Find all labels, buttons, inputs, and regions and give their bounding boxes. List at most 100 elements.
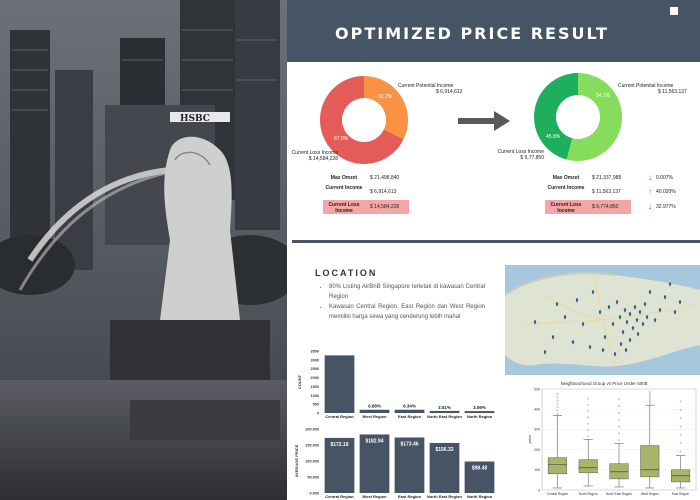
map-pin-icon [598, 309, 602, 316]
before-pct-potential: 32.2% [378, 94, 393, 100]
box-outlier [679, 433, 682, 436]
box-outlier [679, 417, 682, 420]
bar-data-label: 3.06% [473, 405, 486, 410]
donut-slice [320, 76, 404, 164]
bar [359, 434, 390, 493]
box-outlier [618, 398, 620, 401]
box-outlier [587, 435, 590, 438]
donut-slice [566, 73, 622, 161]
map-pin-icon [636, 331, 640, 338]
after-donut-chart: 54.2% 45.8% [534, 73, 622, 161]
after-potential-label-text: Current Potential Income [618, 83, 674, 89]
box-outlier [556, 406, 559, 408]
after-row-name: Max Omzet [552, 175, 580, 181]
merlion-photo: HSBC [0, 0, 287, 500]
after-pct-potential: 54.2% [596, 93, 611, 99]
before-loss-value: $ 14,584,228 [308, 156, 338, 162]
map-pin-icon [563, 314, 567, 321]
map-pin-icon [628, 337, 632, 344]
up-arrow-icon: ↑ [648, 187, 652, 196]
before-row-value: $ 14,584,228 [370, 204, 400, 210]
x-tick-label: Central Region [325, 414, 354, 419]
y-tick-label: 100 [534, 468, 540, 472]
map-pin-icon [588, 344, 592, 351]
map-pin-icon [533, 319, 537, 326]
map-pin-icon [543, 349, 547, 356]
box-outlier [618, 439, 620, 441]
y-tick-label: 200 [534, 448, 540, 452]
after-row-value: $ 21,337,988 [592, 175, 622, 181]
bar-data-label: 6.34% [403, 404, 416, 409]
map-pin-icon [611, 321, 615, 328]
down-arrow-icon: ↓ [648, 202, 652, 211]
section-divider [292, 240, 700, 243]
map-pin-icon [581, 321, 585, 328]
bar-chart-ylabel: AVERAGE PRICE [294, 444, 299, 477]
before-loss-label: Current Loss Income $ 14,584,228 [286, 150, 338, 162]
box-outlier [648, 391, 651, 393]
after-row-change: 32.977% [656, 204, 676, 210]
bar-data-label: 6.88% [368, 404, 381, 409]
x-tick-label: North Region [467, 494, 493, 499]
price-boxplot: Neighbourhood Group vs Price Under 500$ … [527, 381, 697, 496]
down-arrow-icon: ↓ [648, 173, 652, 182]
before-metrics-table: Max Omzet $ 21,498,840 Current Income $ … [323, 172, 423, 218]
location-title: LOCATION [315, 268, 378, 278]
before-row-name: Max Omzet [330, 175, 358, 181]
map-pin-icon [555, 301, 559, 308]
box [547, 457, 567, 475]
boxplot-title: Neighbourhood Group vs Price Under 500$ [561, 381, 648, 386]
map-pin-icon [607, 304, 611, 311]
bar [324, 437, 355, 493]
boxplot-panel: Neighbourhood Group vs Price Under 500$ … [508, 377, 700, 500]
box [578, 459, 598, 474]
map-pin-icon [619, 341, 623, 348]
x-tick-label: Central Region [325, 494, 354, 499]
svg-text:HSBC: HSBC [180, 114, 210, 124]
y-tick-label: 200.000 [305, 428, 319, 432]
y-tick-label: 1000 [311, 394, 319, 398]
before-loss-label-text: Current Loss Income [291, 150, 338, 156]
box-outlier [556, 399, 559, 402]
boxplot-ylabel: price [527, 434, 532, 443]
singapore-map [505, 265, 700, 375]
bar [429, 442, 460, 493]
after-row-change: 0.007% [656, 175, 673, 181]
box-outlier [679, 408, 682, 411]
map-pin-icon [633, 304, 637, 311]
donut-slice [364, 76, 408, 140]
box-outlier [556, 393, 559, 395]
after-row-name: Current Income [547, 185, 585, 191]
x-tick-label: East Region [398, 494, 422, 499]
y-tick-label: 3000 [311, 358, 319, 362]
map-pin-icon [613, 351, 617, 358]
y-tick-label: 0 [317, 412, 319, 416]
before-potential-label-text: Current Potential Income [398, 83, 454, 89]
box-outlier [679, 442, 682, 445]
x-tick-label: North Region [579, 492, 598, 496]
bar [394, 437, 425, 493]
map-pin-icon [551, 334, 555, 341]
bar [464, 461, 495, 493]
page-title: OPTIMIZED PRICE RESULT [335, 24, 609, 43]
box-outlier [618, 425, 620, 428]
before-highlight [323, 200, 409, 214]
after-loss-label: Current Loss Income $ 9,77,850 [486, 149, 544, 161]
map-pin-icon [618, 314, 622, 321]
box-outlier [587, 416, 590, 419]
map-pin-icon [625, 319, 629, 326]
count-bar-chart: COUNT 0 500 1000 1500 2000 2500 3000 3500 Central… [297, 350, 495, 419]
before-row-value: $ 6,914,613 [370, 189, 397, 195]
after-row-name: Current Loss Income [550, 202, 582, 214]
y-tick-label: 3500 [311, 350, 319, 354]
box-outlier [618, 418, 620, 421]
donut-slice [534, 73, 578, 160]
before-row-value: $ 21,498,840 [370, 175, 400, 181]
box [640, 445, 660, 478]
map-pin-icon [631, 325, 635, 332]
y-tick-label: 400 [534, 408, 540, 412]
y-tick-label: 50.000 [307, 476, 319, 480]
location-bullet: Kawasan Central Region, East Region dan … [329, 302, 485, 322]
after-potential-value: $ 11,563,137 [658, 89, 687, 95]
map-pin-icon [678, 299, 682, 306]
